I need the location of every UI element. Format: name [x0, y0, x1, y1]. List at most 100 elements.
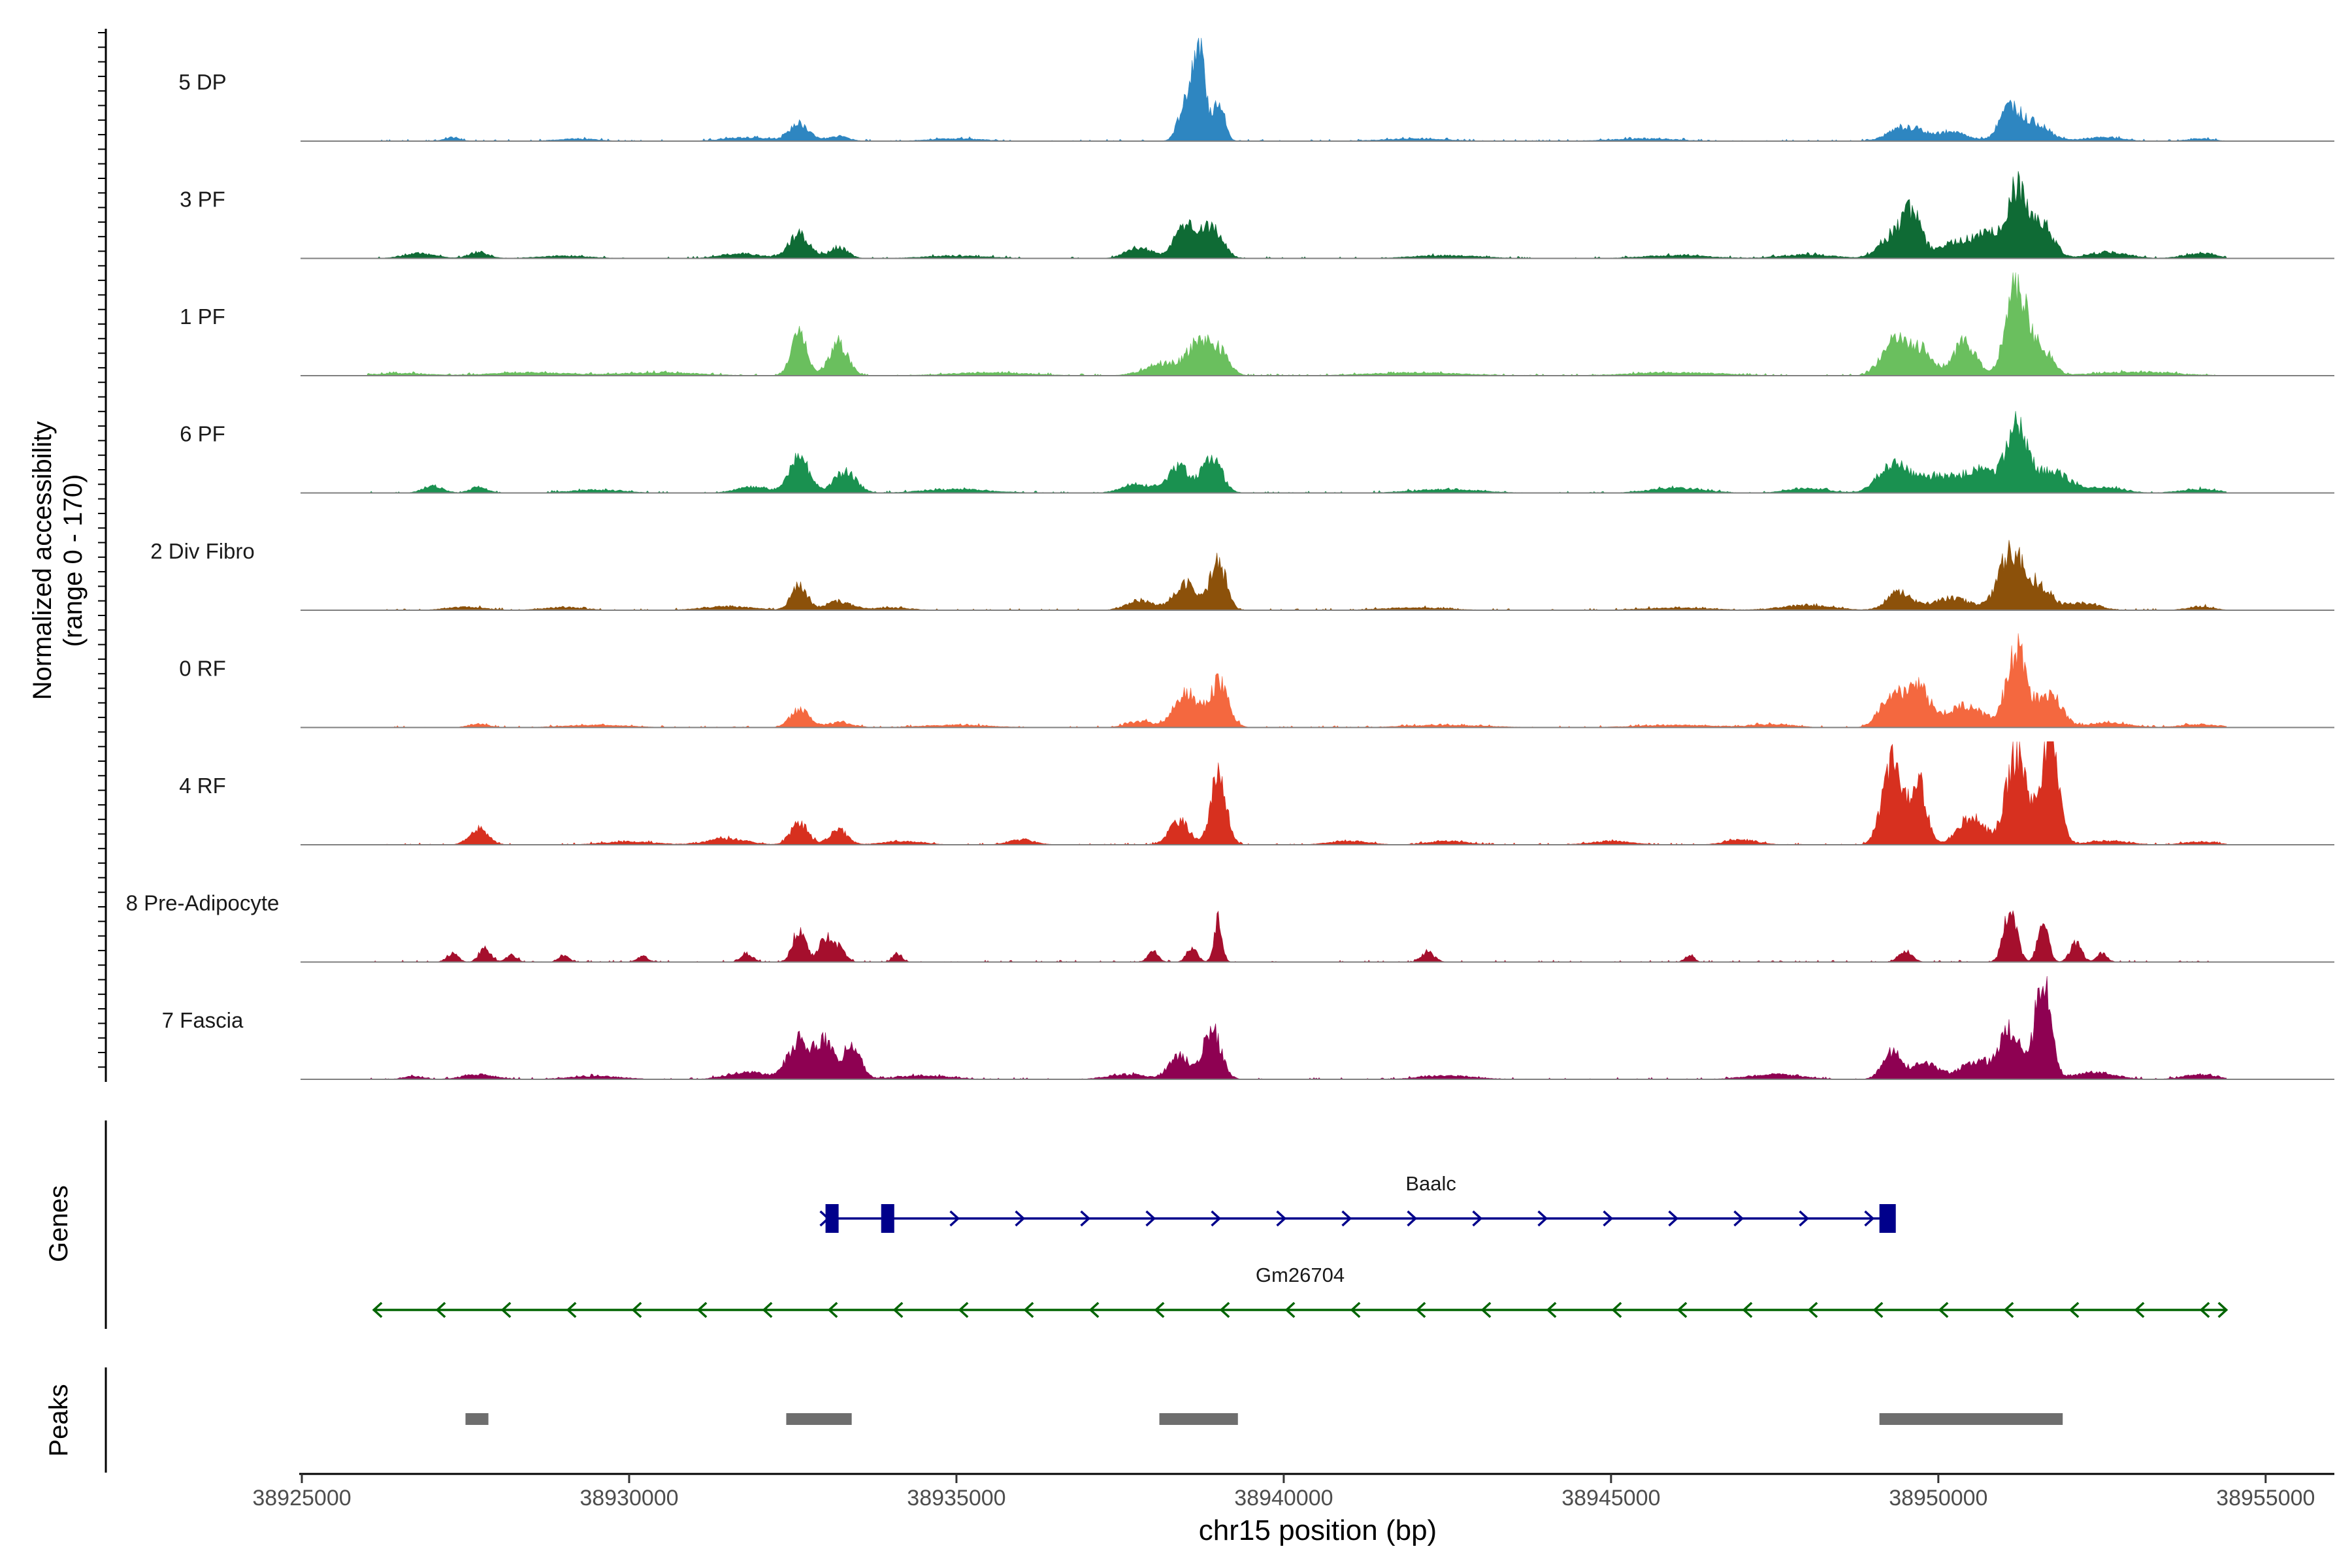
strand-arrow — [1872, 1301, 1884, 1318]
strand-arrow — [2003, 1301, 2014, 1318]
x-tick-label: 38950000 — [1889, 1486, 1987, 1511]
exon — [825, 1204, 839, 1233]
peaks-panel-label: Peaks — [44, 1384, 73, 1456]
exon — [1879, 1204, 1896, 1233]
x-tick-label: 38925000 — [252, 1486, 351, 1511]
track-label: 2 Div Fibro — [150, 539, 255, 563]
peak-region — [465, 1413, 489, 1425]
track-5-dp: 5 DP — [178, 37, 2334, 142]
strand-arrow — [1537, 1210, 1548, 1227]
strand-arrow — [1284, 1301, 1296, 1318]
strand-arrow — [1154, 1301, 1165, 1318]
coverage-area — [367, 540, 2227, 611]
track-8-pre-adipocyte: 8 Pre-Adipocyte — [126, 891, 2334, 963]
track-label: 1 PF — [180, 304, 225, 329]
coverage-area — [367, 37, 2227, 142]
strand-arrow — [949, 1210, 960, 1227]
gene-gm26704: Gm26704 — [372, 1264, 2229, 1318]
track-6-pf: 6 PF — [180, 411, 2334, 494]
x-tick-label: 38955000 — [2216, 1486, 2315, 1511]
y-axis-title-line2: (range 0 - 170) — [59, 474, 88, 647]
strand-arrow — [1219, 1301, 1230, 1318]
strand-arrow — [1546, 1301, 1557, 1318]
strand-arrow — [827, 1301, 838, 1318]
strand-arrow — [372, 1301, 383, 1318]
gene-baalc: Baalc — [819, 1172, 1896, 1233]
genes-track: Baalc Gm26704 — [372, 1172, 2229, 1318]
strand-arrow — [1676, 1301, 1688, 1318]
genes-panel-label: Genes — [44, 1185, 73, 1262]
coverage-y-axis-ticks — [98, 32, 106, 1068]
coverage-area — [367, 975, 2227, 1080]
track-label: 3 PF — [180, 188, 225, 212]
x-tick-label: 38935000 — [907, 1486, 1005, 1511]
track-3-pf: 3 PF — [180, 171, 2334, 259]
strand-arrow — [762, 1301, 773, 1318]
track-label: 4 RF — [179, 774, 226, 798]
strand-arrow — [1733, 1210, 1744, 1227]
exon — [881, 1204, 894, 1233]
strand-arrow — [2199, 1301, 2210, 1318]
strand-arrow — [1472, 1210, 1483, 1227]
x-axis-ticks: 38925000 38930000 38935000 38940000 38945000… — [252, 1474, 2315, 1511]
strand-arrow — [2217, 1301, 2229, 1318]
strand-arrow — [1938, 1301, 1949, 1318]
strand-arrow — [435, 1301, 446, 1318]
strand-arrow — [566, 1301, 577, 1318]
strand-arrow — [1023, 1301, 1034, 1318]
strand-arrow — [1145, 1210, 1156, 1227]
peaks-track — [465, 1413, 2063, 1425]
strand-arrow — [892, 1301, 904, 1318]
track-4-rf: 4 RF — [179, 741, 2334, 845]
track-label: 5 DP — [178, 70, 226, 94]
coverage-area — [367, 411, 2227, 493]
strand-arrow — [958, 1301, 969, 1318]
y-axis-title-line1: Normalized accessibility — [28, 421, 57, 700]
coverage-area — [367, 272, 2227, 376]
x-tick-label: 38930000 — [580, 1486, 678, 1511]
peak-region — [1879, 1413, 2063, 1425]
strand-arrow — [1668, 1210, 1679, 1227]
strand-arrow — [500, 1301, 512, 1318]
strand-arrow — [631, 1301, 642, 1318]
strand-arrow — [1807, 1301, 1818, 1318]
strand-arrow — [1799, 1210, 1810, 1227]
strand-arrow — [1276, 1210, 1287, 1227]
strand-arrow — [1211, 1210, 1222, 1227]
x-tick-label: 38945000 — [1561, 1486, 1660, 1511]
coverage-area — [367, 633, 2227, 728]
gene-label: Gm26704 — [1256, 1264, 1345, 1286]
track-label: 7 Fascia — [162, 1008, 244, 1032]
x-axis-title: chr15 position (bp) — [1199, 1514, 1437, 1546]
coverage-tracks: 5 DP 3 PF 1 PF 6 PF 2 Div Fibro 0 RF 4 RF 8 Pre… — [126, 37, 2334, 1080]
track-label: 6 PF — [180, 422, 225, 446]
track-label: 8 Pre-Adipocyte — [126, 891, 280, 915]
strand-arrow — [1611, 1301, 1622, 1318]
strand-arrow — [1350, 1301, 1361, 1318]
coverage-area — [367, 910, 2227, 962]
strand-arrow — [1415, 1301, 1426, 1318]
strand-arrow — [1088, 1301, 1100, 1318]
peak-region — [1159, 1413, 1238, 1425]
coverage-area — [367, 171, 2227, 259]
strand-arrow — [1480, 1301, 1492, 1318]
strand-arrow — [1341, 1210, 1352, 1227]
strand-arrow — [1603, 1210, 1614, 1227]
gene-label: Baalc — [1405, 1172, 1456, 1195]
strand-arrow — [1742, 1301, 1753, 1318]
strand-arrow — [1015, 1210, 1026, 1227]
strand-arrow — [1080, 1210, 1091, 1227]
strand-arrow — [2068, 1301, 2080, 1318]
coverage-area — [367, 741, 2227, 845]
peak-region — [786, 1413, 852, 1425]
track-1-pf: 1 PF — [180, 272, 2334, 376]
strand-arrow — [1864, 1210, 1875, 1227]
track-2-div-fibro: 2 Div Fibro — [150, 539, 2334, 611]
strand-arrow — [2134, 1301, 2145, 1318]
strand-arrow — [1407, 1210, 1418, 1227]
x-tick-label: 38940000 — [1234, 1486, 1333, 1511]
track-label: 0 RF — [179, 657, 226, 681]
track-0-rf: 0 RF — [179, 633, 2334, 728]
track-7-fascia: 7 Fascia — [162, 975, 2334, 1080]
